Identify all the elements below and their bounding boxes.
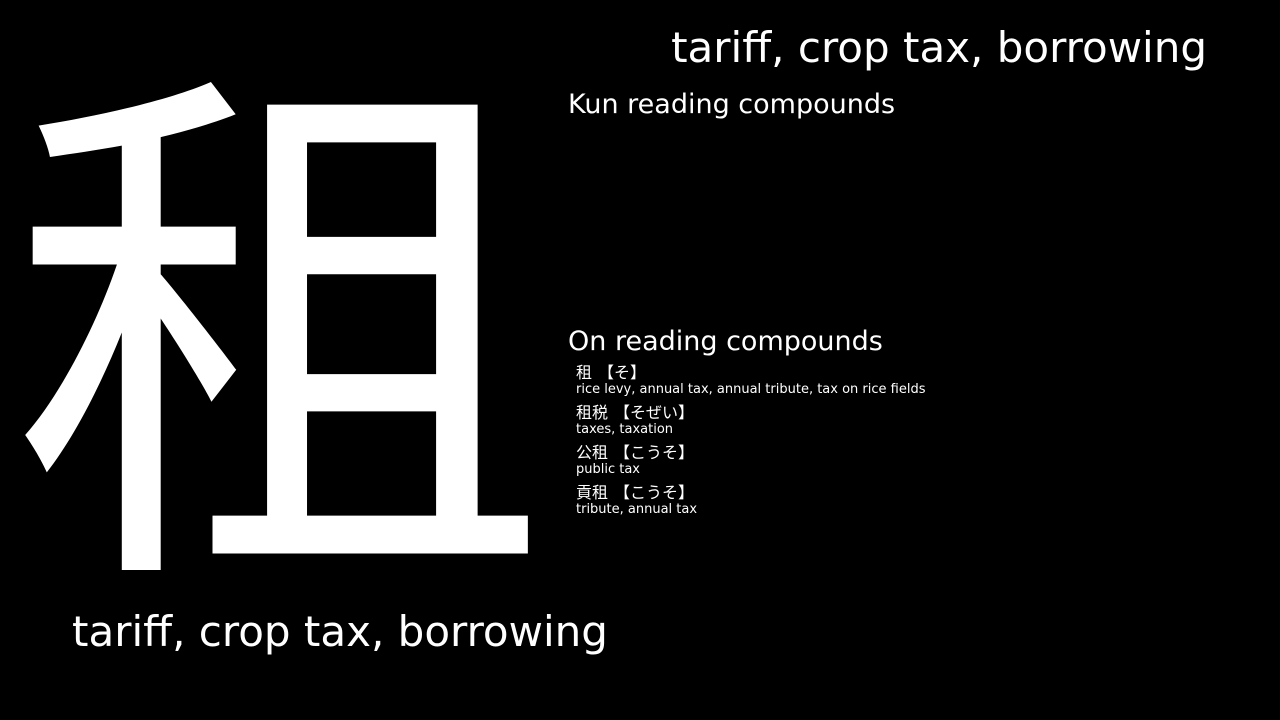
compound-word: 貢租 <box>576 483 609 502</box>
on-compound-list: 租【そ】 rice levy, annual tax, annual tribu… <box>576 363 1256 523</box>
compound-reading: 【こうそ】 <box>614 483 695 502</box>
compound-gloss: public tax <box>576 462 641 477</box>
compound-gloss: tribute, annual tax <box>576 502 698 517</box>
compound-reading: 【こうそ】 <box>614 443 695 462</box>
meaning-header: tariff, crop tax, borrowing <box>671 23 1207 72</box>
compound-item: 租【そ】 rice levy, annual tax, annual tribu… <box>576 363 1256 398</box>
compound-item: 公租 【こうそ】 public tax <box>576 443 1256 478</box>
compound-word: 公租 <box>576 443 609 462</box>
on-reading-heading: On reading compounds <box>568 326 883 357</box>
compound-reading: 【そぜい】 <box>614 403 695 422</box>
compound-word: 租 <box>576 363 593 382</box>
compound-item: 租税 【そぜい】 taxes, taxation <box>576 403 1256 438</box>
meaning-footer: tariff, crop tax, borrowing <box>72 607 608 656</box>
compound-item: 貢租 【こうそ】 tribute, annual tax <box>576 483 1256 518</box>
main-kanji: 租 <box>10 28 550 656</box>
compound-gloss: rice levy, annual tax, annual tribute, t… <box>576 382 926 397</box>
compound-word: 租税 <box>576 403 609 422</box>
compound-gloss: taxes, taxation <box>576 422 674 437</box>
compound-reading: 【そ】 <box>598 363 647 382</box>
kun-reading-heading: Kun reading compounds <box>568 89 896 120</box>
